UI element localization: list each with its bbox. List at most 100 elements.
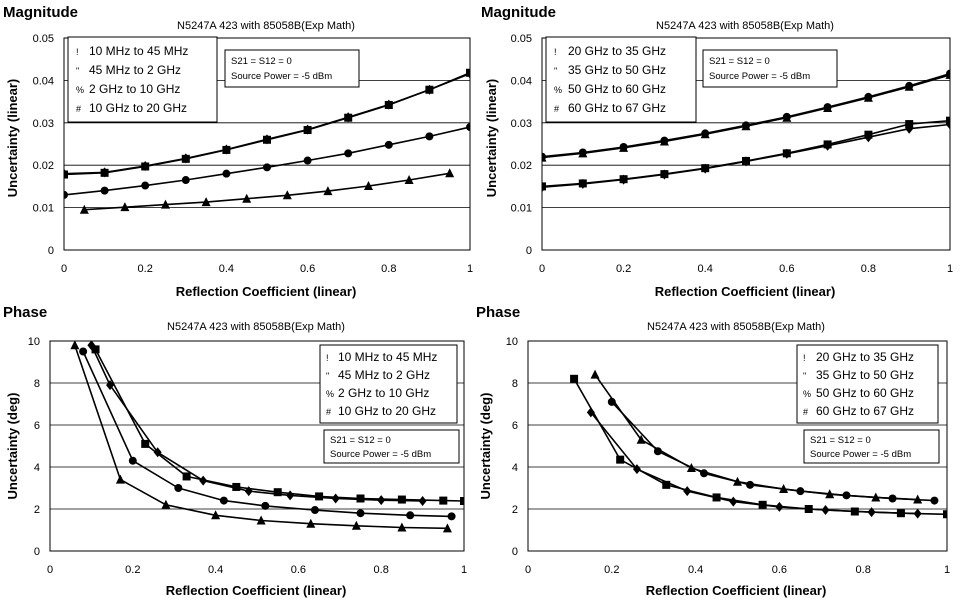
note-line: S21 = S12 = 0 xyxy=(231,56,292,67)
legend-symbol: # xyxy=(326,407,331,417)
data-point-circle xyxy=(128,456,137,465)
data-point-circle xyxy=(356,509,365,518)
legend-entry: 50 GHz to 60 GHz xyxy=(568,82,666,96)
conditions-note: S21 = S12 = 0 Source Power = -5 dBm xyxy=(702,49,838,88)
x-tick-label: 1 xyxy=(461,564,467,576)
data-point-diamond xyxy=(542,182,546,193)
data-point-circle xyxy=(796,487,805,496)
x-tick-label: 0 xyxy=(525,564,531,576)
legend-symbol: ! xyxy=(326,353,329,363)
conditions-note: S21 = S12 = 0 Source Power = -5 dBm xyxy=(803,429,940,464)
data-point-diamond xyxy=(384,99,393,110)
note-box xyxy=(323,429,460,464)
data-point-circle xyxy=(406,511,415,520)
x-axis-title: Reflection Coefficient (linear) xyxy=(176,284,357,299)
data-point-triangle xyxy=(115,474,125,484)
legend-symbol: ! xyxy=(554,47,557,57)
x-axis-title: Reflection Coefficient (linear) xyxy=(655,284,836,299)
plot-title: N5247A 423 with 85058B(Exp Math) xyxy=(167,321,345,333)
y-tick-label: 0.04 xyxy=(511,75,532,87)
x-tick-label: 0.6 xyxy=(779,263,794,275)
y-tick-label: 0.04 xyxy=(33,75,54,87)
data-point-triangle xyxy=(364,180,373,190)
data-point-diamond xyxy=(660,169,669,180)
plot-area: 0 2 4 6 8 10 0 0.2 0.4 0.6 0.8 1 xyxy=(28,336,467,576)
data-point-triangle xyxy=(397,522,407,532)
data-point-circle xyxy=(466,123,470,132)
x-tick-label: 0.6 xyxy=(772,564,787,576)
data-point-diamond xyxy=(222,144,231,155)
x-tick-label: 1 xyxy=(467,263,473,275)
x-tick-label: 0.8 xyxy=(861,263,876,275)
note-line: S21 = S12 = 0 xyxy=(810,435,871,446)
series-line xyxy=(590,411,918,515)
legend-entry: 60 GHz to 67 GHz xyxy=(568,101,666,115)
note-box xyxy=(702,49,838,88)
legend-entry: 10 GHz to 20 GHz xyxy=(89,101,187,115)
series-group xyxy=(64,68,470,214)
note-line: S21 = S12 = 0 xyxy=(709,56,770,67)
y-tick-label: 10 xyxy=(28,336,40,348)
y-axis-title: Uncertainty (linear) xyxy=(484,79,499,197)
data-point-triangle xyxy=(161,499,171,509)
legend-symbol: # xyxy=(803,407,808,417)
x-axis-title: Reflection Coefficient (linear) xyxy=(166,583,347,598)
data-point-diamond xyxy=(683,486,692,497)
panel-heading: Phase xyxy=(3,304,47,321)
y-tick-label: 0 xyxy=(48,245,54,257)
legend-symbol: ! xyxy=(76,47,79,57)
y-tick-label: 0.02 xyxy=(33,160,54,172)
x-tick-label: 0 xyxy=(61,263,67,275)
data-point-circle xyxy=(100,186,109,195)
note-line: S21 = S12 = 0 xyxy=(330,435,391,446)
data-point-diamond xyxy=(331,493,340,504)
note-box xyxy=(224,49,360,88)
x-tick-label: 0 xyxy=(47,564,53,576)
panel-heading: Magnitude xyxy=(481,4,556,21)
data-point-circle xyxy=(174,484,183,492)
data-point-diamond xyxy=(742,156,750,167)
data-point-diamond xyxy=(64,168,68,179)
data-point-circle xyxy=(619,142,628,151)
data-point-diamond xyxy=(867,507,876,518)
data-point-triangle xyxy=(201,197,211,207)
data-point-triangle xyxy=(323,186,333,196)
data-point-triangle xyxy=(442,523,452,533)
plot-title: N5247A 423 with 85058B(Exp Math) xyxy=(177,20,355,32)
data-point-diamond xyxy=(823,140,832,151)
data-point-diamond xyxy=(199,475,208,486)
data-point-diamond xyxy=(619,174,628,185)
series-group xyxy=(570,369,947,519)
conditions-note: S21 = S12 = 0 Source Power = -5 dBm xyxy=(323,429,460,464)
data-point-square xyxy=(439,496,448,505)
data-point-square xyxy=(943,510,947,519)
y-tick-label: 6 xyxy=(34,420,40,432)
plot-frame xyxy=(49,340,465,552)
y-tick-label: 0.03 xyxy=(511,118,532,130)
legend-symbol: % xyxy=(76,85,84,95)
data-point-diamond xyxy=(578,178,587,189)
x-tick-label: 0.4 xyxy=(698,263,713,275)
plot-title: N5247A 423 with 85058B(Exp Math) xyxy=(647,321,825,333)
data-point-diamond xyxy=(586,407,595,418)
series-group xyxy=(70,341,464,533)
data-point-square xyxy=(182,472,191,481)
data-point-circle xyxy=(607,397,616,406)
legend: ! 20 GHz to 35 GHz " 35 GHz to 50 GHz % … xyxy=(796,344,939,424)
data-point-circle xyxy=(261,501,270,510)
legend-symbol: " xyxy=(76,66,79,76)
data-point-triangle xyxy=(282,190,292,200)
y-tick-label: 0.05 xyxy=(33,33,54,45)
legend-box xyxy=(545,36,697,123)
legend-entry: 10 MHz to 45 MHz xyxy=(89,44,188,58)
y-tick-label: 10 xyxy=(506,336,518,348)
legend-symbol: ! xyxy=(803,353,806,363)
y-tick-label: 4 xyxy=(34,462,40,474)
data-point-circle xyxy=(303,156,312,165)
data-point-square xyxy=(356,494,365,503)
data-point-triangle xyxy=(79,204,89,214)
x-tick-label: 0.6 xyxy=(291,564,306,576)
data-point-diamond xyxy=(87,341,96,351)
data-point-triangle xyxy=(242,193,252,203)
